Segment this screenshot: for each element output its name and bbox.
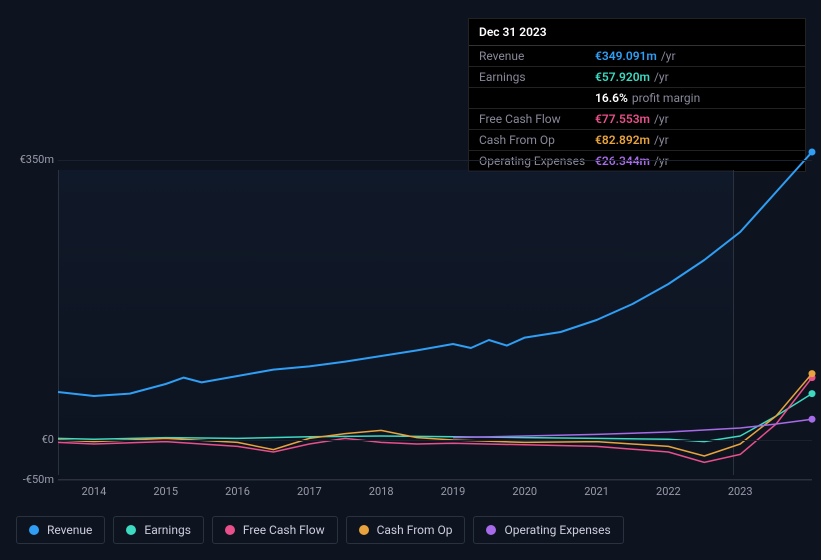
y-axis-label: -€50m bbox=[16, 473, 54, 486]
legend-label: Cash From Op bbox=[377, 523, 453, 537]
x-axis-label: 2017 bbox=[297, 485, 322, 498]
series-line bbox=[58, 152, 812, 396]
tooltip-date: Dec 31 2023 bbox=[469, 19, 805, 46]
legend: Revenue Earnings Free Cash Flow Cash From O… bbox=[16, 516, 624, 544]
x-axis-label: 2014 bbox=[82, 485, 107, 498]
series-endpoint bbox=[809, 390, 816, 397]
x-axis-label: 2019 bbox=[441, 485, 466, 498]
tooltip-row-value: €77.553m/yr bbox=[595, 112, 669, 126]
tooltip-row: Revenue€349.091m/yr bbox=[469, 46, 805, 67]
legend-swatch bbox=[29, 525, 39, 535]
tooltip-row-value: €349.091m/yr bbox=[595, 49, 676, 63]
tooltip-row-label bbox=[479, 91, 595, 105]
series-endpoint bbox=[809, 370, 816, 377]
series-endpoint bbox=[809, 416, 816, 423]
x-axis-label: 2022 bbox=[656, 485, 681, 498]
tooltip-row-value: €82.892m/yr bbox=[595, 133, 669, 147]
tooltip-row: Cash From Op€82.892m/yr bbox=[469, 130, 805, 151]
data-tooltip: Dec 31 2023 Revenue€349.091m/yrEarnings€… bbox=[468, 18, 806, 172]
legend-swatch bbox=[225, 525, 235, 535]
series-line bbox=[453, 419, 812, 437]
series-line bbox=[58, 394, 812, 442]
x-axis-label: 2015 bbox=[153, 485, 178, 498]
tooltip-row: Earnings€57.920m/yr bbox=[469, 67, 805, 88]
financial-chart: €350m€0-€50m2014201520162017201820192020… bbox=[16, 160, 812, 500]
tooltip-row-value: 16.6%profit margin bbox=[595, 91, 700, 105]
x-axis-label: 2016 bbox=[225, 485, 250, 498]
legend-item[interactable]: Cash From Op bbox=[346, 516, 466, 544]
legend-item[interactable]: Operating Expenses bbox=[473, 516, 623, 544]
tooltip-rows: Revenue€349.091m/yrEarnings€57.920m/yr16… bbox=[469, 46, 805, 171]
tooltip-row: 16.6%profit margin bbox=[469, 88, 805, 109]
legend-label: Revenue bbox=[47, 523, 92, 537]
legend-swatch bbox=[486, 525, 496, 535]
tooltip-row: Free Cash Flow€77.553m/yr bbox=[469, 109, 805, 130]
y-axis-label: €350m bbox=[16, 153, 54, 166]
legend-swatch bbox=[126, 525, 136, 535]
legend-item[interactable]: Revenue bbox=[16, 516, 105, 544]
gridline bbox=[58, 480, 812, 481]
legend-label: Earnings bbox=[144, 523, 191, 537]
series-endpoint bbox=[809, 149, 816, 156]
x-axis-label: 2023 bbox=[728, 485, 753, 498]
x-axis-label: 2020 bbox=[512, 485, 537, 498]
tooltip-row-value: €57.920m/yr bbox=[595, 70, 669, 84]
series-line bbox=[58, 378, 812, 463]
legend-label: Free Cash Flow bbox=[243, 523, 325, 537]
legend-item[interactable]: Free Cash Flow bbox=[212, 516, 338, 544]
tooltip-row-label: Revenue bbox=[479, 49, 595, 63]
tooltip-row-label: Cash From Op bbox=[479, 133, 595, 147]
x-axis-label: 2018 bbox=[369, 485, 394, 498]
gridline bbox=[58, 160, 812, 161]
gridline bbox=[58, 440, 812, 441]
legend-item[interactable]: Earnings bbox=[113, 516, 204, 544]
tooltip-row-label: Earnings bbox=[479, 70, 595, 84]
chart-lines bbox=[58, 160, 812, 480]
legend-label: Operating Expenses bbox=[504, 523, 610, 537]
tooltip-row-label: Free Cash Flow bbox=[479, 112, 595, 126]
legend-swatch bbox=[359, 525, 369, 535]
y-axis-label: €0 bbox=[16, 433, 54, 446]
x-axis-label: 2021 bbox=[584, 485, 609, 498]
